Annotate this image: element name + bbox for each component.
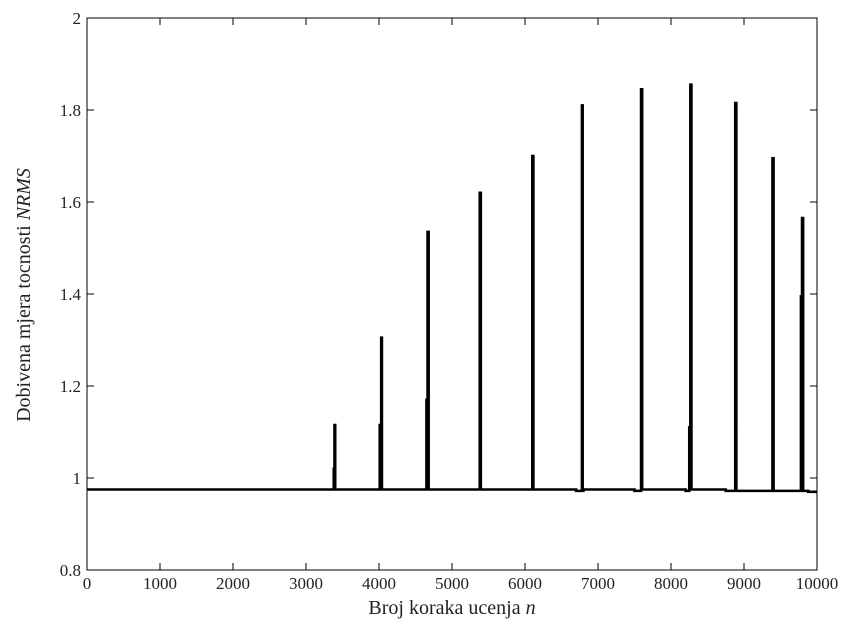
plot-frame — [86, 17, 818, 571]
x-tick-label: 3000 — [289, 574, 323, 593]
x-tick-label: 5000 — [435, 574, 469, 593]
x-tick-label: 1000 — [143, 574, 177, 593]
x-tick-label: 7000 — [581, 574, 615, 593]
y-tick-label: 1.2 — [60, 377, 81, 396]
y-tick-label: 1.4 — [60, 285, 82, 304]
tick-labels: 0 1000 2000 3000 4000 5000 6000 7000 8000 9000 100… — [60, 9, 839, 593]
x-axis-title: Broj koraka ucenja n — [368, 597, 535, 619]
axes — [86, 17, 818, 571]
y-tick-label: 1.6 — [60, 193, 81, 212]
y-tick-label: 0.8 — [60, 561, 81, 580]
x-tick-label: 9000 — [727, 574, 761, 593]
x-tick-label: 8000 — [654, 574, 688, 593]
y-tick-label: 1.8 — [60, 101, 81, 120]
x-tick-label: 6000 — [508, 574, 542, 593]
y-axis-title: Dobivena mjera tocnosti NRMS — [13, 168, 35, 422]
series-line-1 — [87, 83, 817, 494]
x-tick-label: 4000 — [362, 574, 396, 593]
x-tick-label: 0 — [83, 574, 92, 593]
y-tick-label: 2 — [73, 9, 82, 28]
y-tick-label: 1 — [73, 469, 82, 488]
plot-area — [87, 83, 817, 494]
x-tick-label: 2000 — [216, 574, 250, 593]
x-tick-label: 10000 — [796, 574, 839, 593]
